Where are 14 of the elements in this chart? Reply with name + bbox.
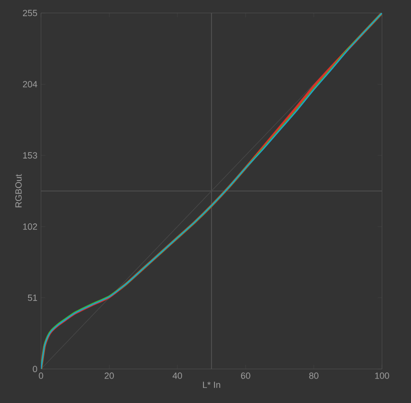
x-tick-label: 20 bbox=[104, 372, 114, 379]
y-tick-label: 204 bbox=[22, 81, 38, 88]
y-axis-title: RGBOut bbox=[15, 174, 22, 208]
y-tick-label: 51 bbox=[28, 294, 38, 301]
y-tick-label: 0 bbox=[32, 366, 38, 372]
y-tick-label: 255 bbox=[22, 10, 38, 16]
y-tick-label: 102 bbox=[23, 223, 38, 230]
x-tick-label: 40 bbox=[172, 372, 182, 379]
x-tick-label: 60 bbox=[241, 372, 250, 379]
x-tick-label: 0 bbox=[38, 372, 44, 379]
x-tick-label: 80 bbox=[309, 372, 318, 379]
x-tick-label: 100 bbox=[375, 372, 390, 379]
x-axis-title: L* In bbox=[203, 382, 220, 388]
y-tick-label: 153 bbox=[23, 152, 38, 159]
